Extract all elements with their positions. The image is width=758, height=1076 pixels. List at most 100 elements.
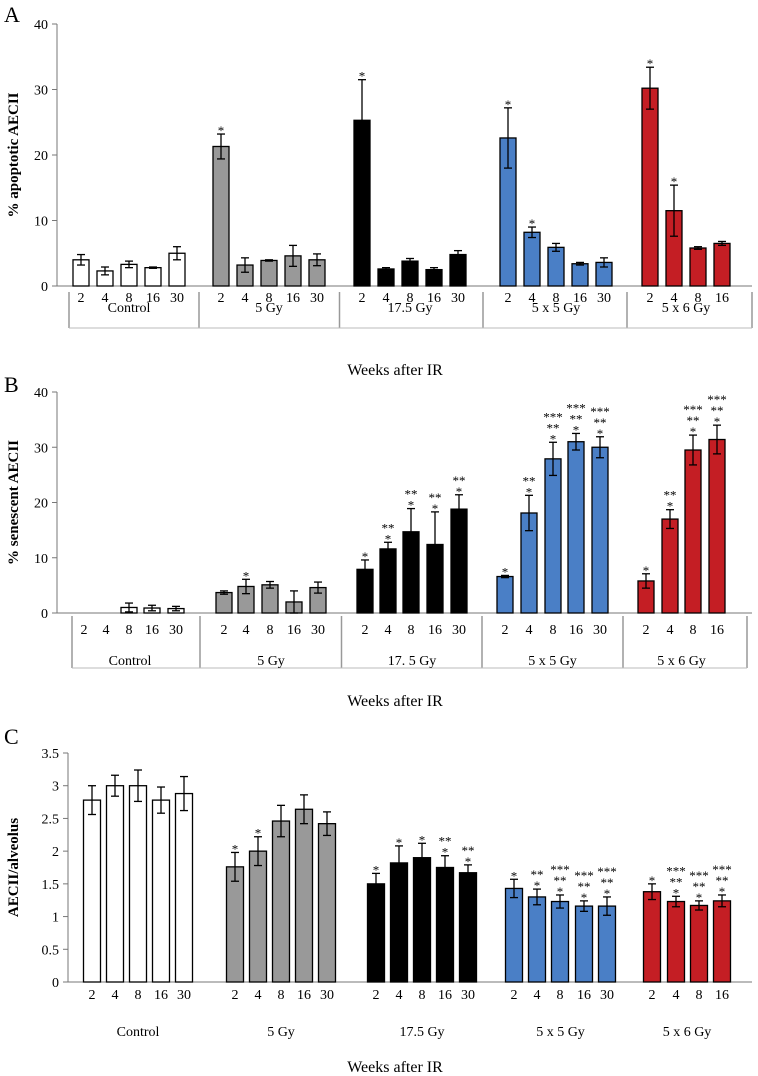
significance-marker: *	[557, 884, 564, 899]
week-tick-label: 16	[573, 291, 587, 306]
significance-marker: **	[664, 488, 677, 503]
significance-marker: *	[673, 885, 680, 900]
bar	[151, 799, 171, 983]
bar	[174, 792, 194, 983]
week-tick-label: 30	[310, 291, 324, 306]
week-tick-label: 4	[534, 988, 541, 1003]
week-tick-label: 8	[557, 988, 564, 1003]
group-label: 5 x 6 Gy	[657, 654, 706, 669]
week-tick-label: 8	[126, 291, 133, 306]
bar	[661, 518, 679, 614]
significance-marker: *	[396, 835, 403, 850]
y-axis-label: AECII/alveolus	[6, 818, 22, 917]
y-tick-label: 1	[52, 911, 59, 926]
y-tick-label: 3.5	[42, 747, 60, 762]
week-tick-label: 8	[267, 623, 274, 638]
bar	[641, 87, 659, 287]
week-tick-label: 4	[103, 623, 110, 638]
significance-marker: *	[511, 868, 518, 883]
bar	[225, 866, 245, 983]
panel-b: B 0 10 20 30 40 % senescent AECII Weeks after …	[0, 372, 758, 722]
week-tick-label: 16	[715, 291, 729, 306]
bar	[712, 900, 732, 983]
significance-marker: **	[462, 843, 475, 858]
significance-marker: ***	[712, 862, 732, 877]
week-tick-label: 4	[255, 988, 262, 1003]
significance-marker: **	[439, 834, 452, 849]
week-tick-label: 4	[243, 623, 250, 638]
week-tick-label: 4	[112, 988, 119, 1003]
week-tick-label: 30	[170, 291, 184, 306]
week-tick-label: 2	[362, 623, 369, 638]
significance-marker: **	[716, 873, 729, 888]
significance-marker: *	[597, 426, 604, 441]
week-tick-label: 4	[673, 988, 680, 1003]
significance-marker: *	[719, 884, 726, 899]
significance-marker: *	[604, 886, 611, 901]
week-tick-label: 2	[649, 988, 656, 1003]
significance-marker: *	[465, 854, 472, 869]
significance-marker: ***	[597, 864, 617, 879]
bar	[212, 145, 230, 287]
bar	[496, 575, 514, 614]
y-tick-label: 20	[34, 149, 48, 164]
bar	[708, 438, 726, 614]
bar	[523, 231, 541, 287]
significance-marker: *	[385, 531, 392, 546]
week-tick-label: 30	[597, 291, 611, 306]
week-tick-label: 4	[385, 623, 392, 638]
week-tick-label: 2	[511, 988, 518, 1003]
significance-marker: ***	[550, 862, 570, 877]
significance-marker: *	[529, 216, 536, 231]
week-tick-label: 16	[146, 291, 160, 306]
bar	[261, 584, 279, 614]
week-tick-label: 30	[311, 623, 325, 638]
significance-marker: ***	[543, 409, 563, 424]
bar	[271, 820, 291, 983]
week-tick-label: 2	[218, 291, 225, 306]
week-tick-label: 8	[553, 291, 560, 306]
y-axis-label: % apoptotic AECII	[6, 92, 22, 217]
y-tick-label: 0	[41, 280, 48, 295]
group-label: 17.5 Gy	[387, 301, 432, 316]
y-tick-label: 10	[34, 215, 48, 230]
significance-marker: **	[693, 879, 706, 894]
significance-marker: *	[362, 549, 369, 564]
y-tick-label: 10	[34, 552, 48, 567]
panel-a: A 0 10 20 30 40 % apoptotic AECII Weeks after …	[0, 0, 758, 380]
week-tick-label: 2	[221, 623, 228, 638]
week-tick-label: 16	[145, 623, 159, 638]
significance-marker: ***	[707, 392, 727, 407]
significance-marker: *	[408, 498, 415, 513]
week-tick-label: 16	[287, 623, 301, 638]
week-tick-label: 16	[297, 988, 311, 1003]
bar	[591, 446, 609, 614]
significance-marker: *	[696, 890, 703, 905]
bar	[260, 259, 278, 287]
week-tick-label: 16	[154, 988, 168, 1003]
week-tick-label: 4	[526, 623, 533, 638]
week-tick-label: 4	[383, 291, 390, 306]
bar	[412, 857, 432, 983]
week-tick-label: 2	[505, 291, 512, 306]
week-tick-label: 8	[126, 623, 133, 638]
bar	[449, 253, 467, 287]
y-tick-label: 30	[34, 84, 48, 99]
y-tick-label: 1.5	[42, 878, 60, 893]
bar	[389, 862, 409, 983]
bar	[504, 887, 524, 983]
bar	[713, 242, 731, 287]
significance-marker: **	[570, 411, 583, 426]
group-label: Control	[108, 301, 151, 316]
bar	[317, 823, 337, 983]
significance-marker: *	[218, 123, 225, 138]
chart-c-svg: 0 0.5 1 1.5 2 2.5 3 3.5 AECII/alveolus Weeks afte…	[6, 747, 752, 1076]
bar	[377, 268, 395, 287]
bar	[294, 808, 314, 983]
significance-marker: **	[523, 473, 536, 488]
week-tick-label: 8	[695, 291, 702, 306]
significance-marker: *	[581, 890, 588, 905]
significance-marker: **	[429, 490, 442, 505]
week-tick-label: 8	[408, 623, 415, 638]
significance-marker: *	[714, 414, 721, 429]
